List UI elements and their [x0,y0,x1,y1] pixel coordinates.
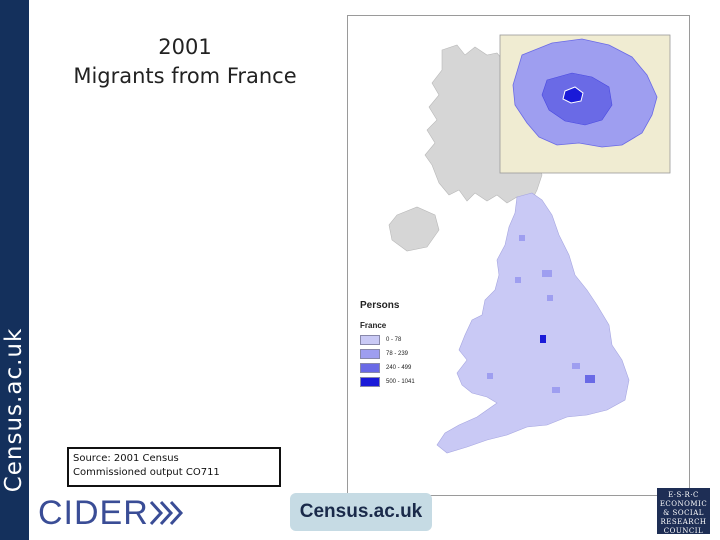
legend-label: 0 - 78 [386,337,402,343]
northern-ireland-region [388,206,440,252]
census-logo-text: Census.ac.uk [299,501,423,522]
london-centre [562,86,584,104]
legend-swatch [360,335,380,345]
legend-swatch [360,377,380,387]
title-subject: Migrants from France [73,64,297,88]
district-dark-4 [572,363,580,369]
esrc-line: & SOCIAL [663,509,704,517]
legend-row: 500 - 1041 [360,375,470,389]
esrc-line: COUNCIL [663,527,704,535]
district-dark-2 [515,277,521,283]
cider-logo: CIDER [38,494,193,532]
district-dark-8 [519,235,525,241]
source-line-1: Source: 2001 Census [73,453,179,464]
cider-logo-text: CIDER [38,494,149,532]
district-dark-5 [585,375,595,383]
legend-heading: Persons [360,300,400,311]
legend-swatch [360,349,380,359]
census-logo: Census.ac.uk [290,493,432,531]
legend-label: 78 - 239 [386,351,409,357]
esrc-line: ECONOMIC [659,500,708,508]
uk-map [388,34,671,454]
district-dark-7 [487,373,493,379]
sidebar-brand: Census.ac.uk [1,327,27,493]
district-dark-3 [547,295,553,301]
source-line-2: Commissioned output CO711 [73,467,220,478]
legend-subheading: France [360,321,387,330]
district-dark-6 [552,387,560,393]
sidebar: Census.ac.uk [0,0,29,540]
legend-row: 0 - 78 [360,333,470,347]
legend-label: 500 - 1041 [386,379,415,385]
legend-row: 240 - 499 [360,361,470,375]
england-wales-region [436,192,630,454]
cider-chevrons-icon [149,500,183,526]
esrc-line: RESEARCH [660,518,707,526]
legend-row: 78 - 239 [360,347,470,361]
esrc-line: E·S·R·C [668,491,699,499]
district-darkest-1 [540,335,546,343]
source-note: Source: 2001 Census Commissioned output … [67,447,281,487]
map-legend: Persons France 0 - 78 78 - 239 240 - 499… [360,300,470,389]
legend-swatch [360,363,380,373]
title-year: 2001 [158,35,212,59]
legend-label: 240 - 499 [386,365,412,371]
district-dark-1 [542,270,552,277]
esrc-logo: E·S·R·C ECONOMIC & SOCIAL RESEARCH COUNC… [657,488,710,535]
slide-title: 2001 Migrants from France [40,33,330,91]
